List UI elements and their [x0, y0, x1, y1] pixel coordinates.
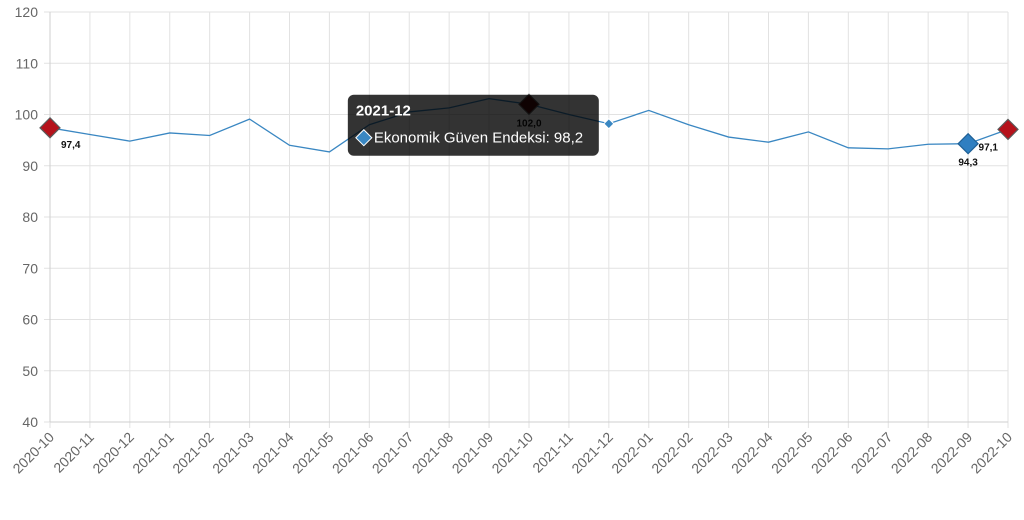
y-axis-ticks: 40 50 60 70 80 90 100 110 120 — [15, 4, 39, 430]
x-tick-label: 2021-12 — [568, 429, 616, 477]
x-tick-label: 2022-07 — [848, 429, 896, 477]
data-point-2022-07[interactable] — [883, 144, 893, 154]
data-point-2022-05[interactable] — [803, 127, 813, 137]
data-point-2020-11[interactable] — [85, 129, 95, 139]
x-tick-label: 2021-09 — [449, 429, 497, 477]
y-tick-label: 120 — [15, 4, 39, 20]
x-tick-label: 2021-03 — [209, 429, 257, 477]
data-label-2020-10: 97,4 — [61, 140, 81, 151]
y-tick-label: 80 — [22, 209, 38, 225]
data-label-2022-09: 94,3 — [958, 158, 978, 169]
y-tick-label: 50 — [22, 363, 38, 379]
data-label-2022-10: 97,1 — [979, 142, 999, 153]
x-tick-label: 2021-11 — [529, 429, 576, 476]
x-tick-label: 2021-01 — [129, 429, 177, 477]
x-tick-label: 2022-02 — [648, 429, 696, 477]
data-point-2020-10-max-min-marker[interactable] — [39, 116, 61, 139]
x-tick-label: 2022-08 — [888, 429, 936, 477]
x-tick-label: 2021-08 — [409, 429, 457, 477]
data-point-2022-04[interactable] — [764, 137, 774, 147]
x-tick-label: 2021-05 — [289, 429, 337, 477]
data-point-2022-10-last-marker[interactable] — [997, 118, 1019, 141]
y-tick-label: 100 — [15, 107, 39, 123]
x-tick-label: 2022-09 — [928, 429, 976, 477]
tooltip-title: 2021-12 — [356, 103, 411, 120]
data-point-2020-12[interactable] — [125, 136, 135, 146]
data-point-2022-08[interactable] — [923, 139, 933, 149]
data-point-2021-12-active[interactable] — [603, 118, 615, 130]
x-tick-label: 2022-01 — [608, 429, 656, 477]
x-tick-label: 2022-10 — [967, 429, 1015, 477]
x-tick-label: 2021-06 — [329, 429, 377, 477]
x-tick-label: 2021-04 — [249, 429, 297, 477]
x-axis-ticks: 2020-102020-112020-122021-012021-022021-… — [9, 429, 1015, 477]
data-point-2021-02[interactable] — [205, 131, 215, 141]
x-tick-label: 2020-11 — [50, 429, 97, 476]
data-point-2022-03[interactable] — [724, 132, 734, 142]
x-tick-label: 2022-05 — [768, 429, 816, 477]
data-point-2022-01[interactable] — [644, 105, 654, 115]
x-tick-label: 2022-03 — [688, 429, 736, 477]
x-tick-label: 2020-12 — [89, 429, 137, 477]
y-tick-label: 110 — [16, 55, 39, 71]
y-tick-label: 60 — [22, 312, 38, 328]
data-point-2022-02[interactable] — [684, 120, 694, 130]
x-tick-label: 2021-10 — [488, 429, 536, 477]
y-tick-label: 40 — [22, 414, 38, 430]
data-point-2021-04[interactable] — [285, 140, 295, 150]
grid — [44, 11, 1009, 428]
tooltip-swatch-icon — [355, 129, 373, 147]
y-tick-label: 90 — [22, 158, 38, 174]
data-point-2022-09-min-marker[interactable] — [957, 132, 979, 155]
tooltip: 2021-12 Ekonomik Güven Endeksi: 98,2 — [347, 94, 599, 156]
data-point-2021-05[interactable] — [324, 147, 334, 157]
x-tick-label: 2022-06 — [808, 429, 856, 477]
data-point-2021-01[interactable] — [165, 128, 175, 138]
data-point-2021-03[interactable] — [245, 114, 255, 124]
x-tick-label: 2022-04 — [728, 429, 776, 477]
y-tick-label: 70 — [22, 260, 38, 276]
x-tick-label: 2020-10 — [9, 429, 57, 477]
data-point-2022-06[interactable] — [843, 143, 853, 153]
tooltip-box — [347, 94, 599, 156]
x-tick-label: 2021-02 — [169, 429, 217, 477]
x-tick-label: 2021-07 — [369, 429, 417, 477]
tooltip-label: Ekonomik Güven Endeksi: 98,2 — [374, 130, 583, 147]
